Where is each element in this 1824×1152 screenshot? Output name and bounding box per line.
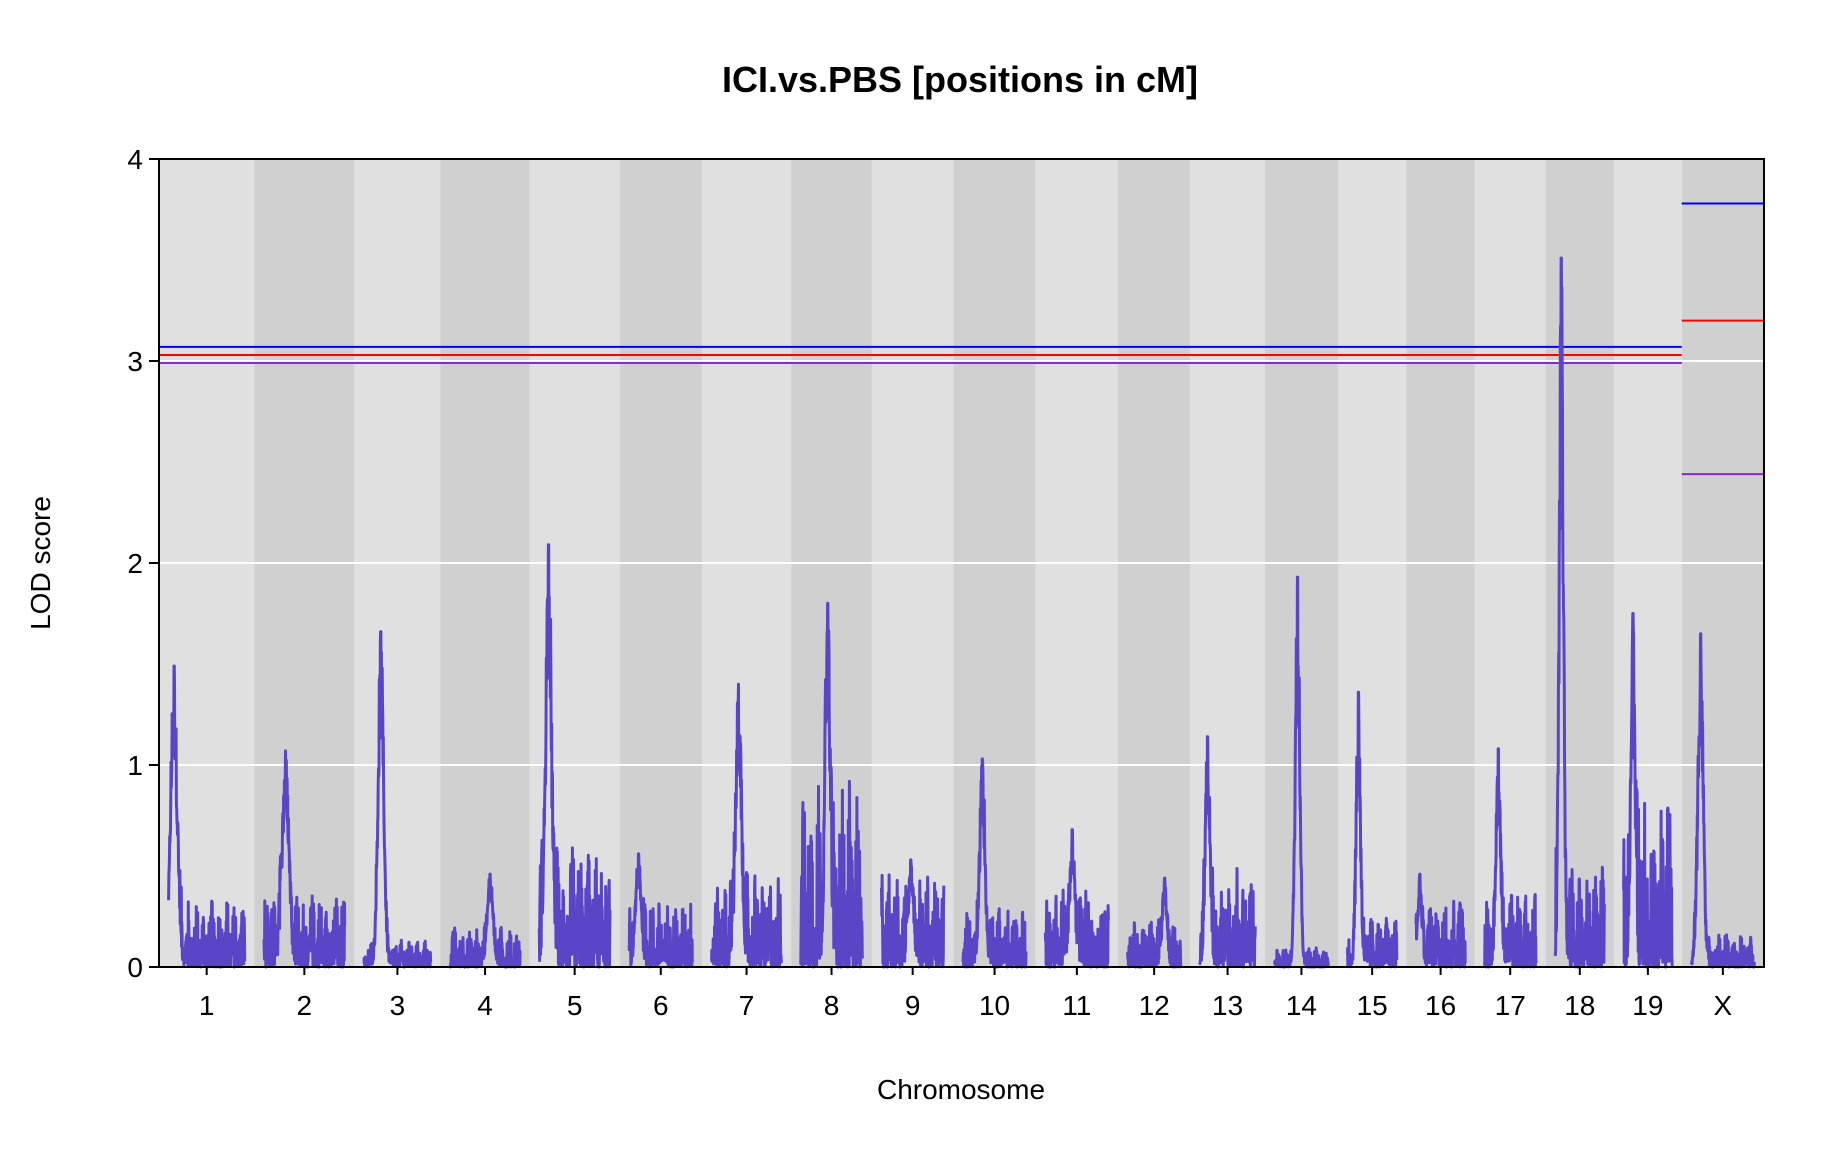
lod-curve-chr-12 xyxy=(1126,876,1183,969)
x-tick-label-8: 8 xyxy=(824,990,840,1021)
lod-curve-chr-9 xyxy=(880,858,946,969)
x-tick-label-4: 4 xyxy=(477,990,493,1021)
y-tick-label-0: 0 xyxy=(127,952,143,983)
y-tick-label-1: 1 xyxy=(127,750,143,781)
x-tick-label-15: 15 xyxy=(1357,990,1388,1021)
lod-curve-chr-1 xyxy=(167,664,247,969)
y-tick-label-3: 3 xyxy=(127,346,143,377)
y-axis: 0 1 2 3 4 xyxy=(127,144,159,983)
lod-curve-chr-5 xyxy=(537,543,612,969)
x-axis: 1 2 3 4 5 6 7 8 9 10 11 12 13 14 15 16 17 18 19 X xyxy=(199,967,1733,1021)
x-tick-label-5: 5 xyxy=(567,990,583,1021)
plot-area xyxy=(159,159,1764,967)
x-tick-label-11: 11 xyxy=(1062,990,1091,1021)
lod-curve-chr-17 xyxy=(1483,747,1538,969)
x-tick-label-X: X xyxy=(1714,990,1733,1021)
threshold-lines xyxy=(159,202,1764,476)
x-tick-label-14: 14 xyxy=(1286,990,1317,1021)
x-tick-label-18: 18 xyxy=(1564,990,1595,1021)
lod-curve-chr-10 xyxy=(961,757,1028,969)
x-tick-label-9: 9 xyxy=(905,990,921,1021)
lod-curve-chr-3 xyxy=(362,630,433,969)
y-tick-label-2: 2 xyxy=(127,548,143,579)
lod-curve-chr-6 xyxy=(627,852,694,969)
x-tick-label-2: 2 xyxy=(297,990,313,1021)
lod-curve-chr-11 xyxy=(1043,828,1110,969)
lod-curve-chr-16 xyxy=(1414,872,1467,969)
x-tick-label-17: 17 xyxy=(1495,990,1526,1021)
x-tick-label-10: 10 xyxy=(979,990,1010,1021)
x-axis-label: Chromosome xyxy=(877,1074,1045,1105)
lod-curve-chr-18 xyxy=(1553,256,1606,969)
x-tick-label-13: 13 xyxy=(1212,990,1243,1021)
x-tick-label-6: 6 xyxy=(653,990,669,1021)
lod-curve-chr-8 xyxy=(799,601,864,969)
lod-curve-chr-13 xyxy=(1198,735,1257,969)
chart-title: ICI.vs.PBS [positions in cM] xyxy=(722,59,1198,100)
lod-curve-chr-2 xyxy=(262,749,347,969)
x-tick-label-1: 1 xyxy=(199,990,215,1021)
lod-curve-chr-15 xyxy=(1346,690,1399,969)
x-tick-label-12: 12 xyxy=(1139,990,1170,1021)
lod-curve-chr-4 xyxy=(448,872,522,969)
lod-curve-chr-7 xyxy=(710,682,783,969)
x-tick-label-7: 7 xyxy=(739,990,755,1021)
y-axis-label: LOD score xyxy=(25,496,56,630)
x-tick-label-16: 16 xyxy=(1425,990,1456,1021)
y-tick-label-4: 4 xyxy=(127,144,143,175)
x-tick-label-3: 3 xyxy=(390,990,406,1021)
x-tick-label-19: 19 xyxy=(1632,990,1663,1021)
